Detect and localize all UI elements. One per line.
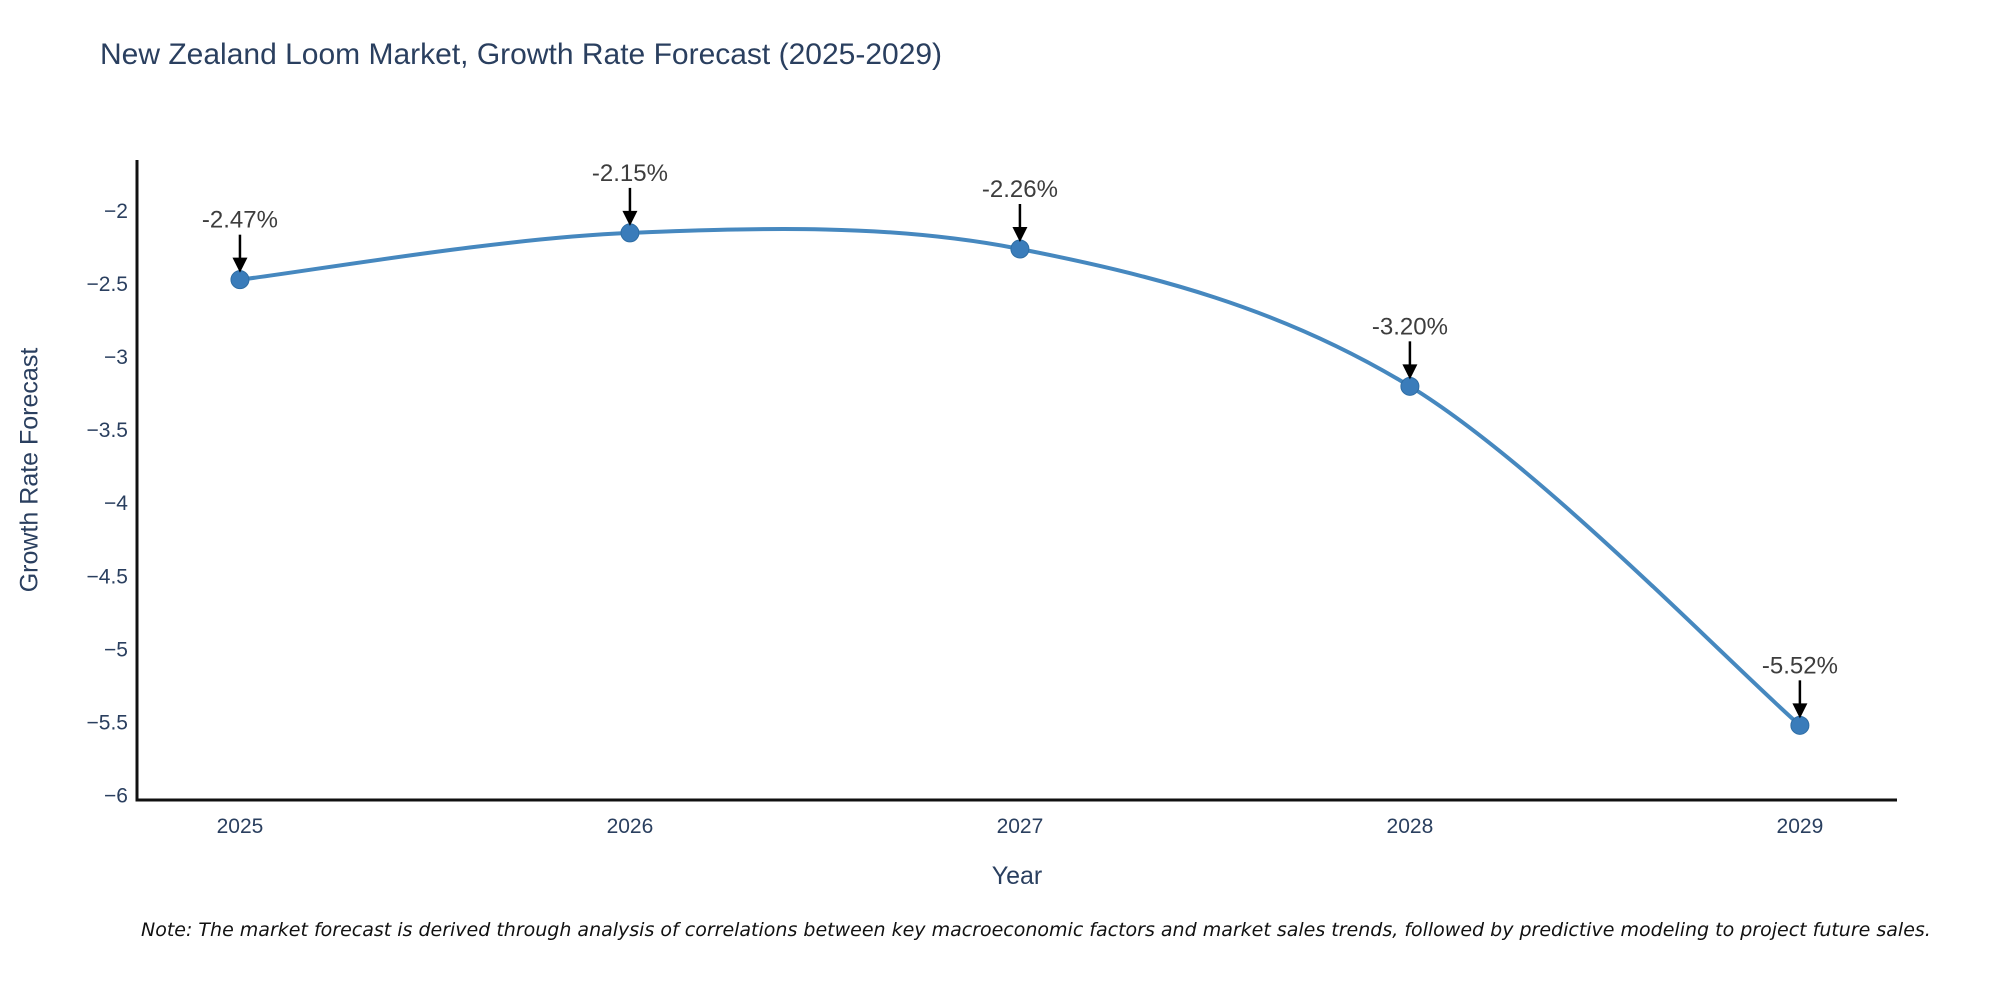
footnote: Note: The market forecast is derived thr… (141, 919, 1931, 941)
data-point-marker[interactable] (230, 270, 250, 290)
annotation-arrow-head-icon (232, 257, 248, 273)
y-axis-title: Growth Rate Forecast (15, 347, 44, 593)
trend-line (239, 226, 1802, 727)
x-tick-label: 2026 (607, 815, 654, 838)
data-point-marker[interactable] (620, 223, 640, 243)
annotation-label: -2.26% (982, 176, 1058, 203)
y-tick-label: −6 (104, 784, 128, 807)
y-tick-label: −5 (104, 638, 128, 661)
y-tick-label: −3.5 (87, 419, 128, 442)
y-tick-label: −3 (104, 346, 128, 369)
annotation-arrow-head-icon (1792, 703, 1808, 719)
annotation-arrow-head-icon (1402, 364, 1418, 380)
x-tick-label: 2027 (997, 815, 1044, 838)
annotation-arrow-head-icon (1012, 226, 1028, 242)
y-tick-label: −5.5 (87, 711, 128, 734)
data-point-marker[interactable] (1400, 376, 1420, 396)
y-tick-label: −4.5 (87, 565, 128, 588)
annotation-label: -2.47% (202, 207, 278, 234)
annotation-label: -2.15% (592, 160, 668, 187)
data-point-marker[interactable] (1010, 239, 1030, 259)
y-tick-label: −4 (104, 492, 128, 515)
page-title: New Zealand Loom Market, Growth Rate For… (100, 38, 943, 71)
annotation-label: -3.20% (1372, 313, 1448, 340)
annotation-label: -5.52% (1762, 652, 1838, 679)
x-tick-label: 2029 (1777, 815, 1824, 838)
x-axis-title: Year (991, 862, 1043, 890)
x-tick-label: 2028 (1387, 815, 1434, 838)
y-tick-label: −2.5 (87, 273, 128, 296)
y-tick-label: −2 (104, 200, 128, 223)
data-point-marker[interactable] (1790, 715, 1810, 735)
x-tick-label: 2025 (217, 815, 264, 838)
annotation-arrow-head-icon (622, 210, 638, 226)
